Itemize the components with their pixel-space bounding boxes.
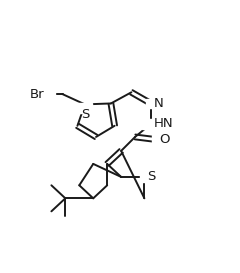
Text: N: N <box>153 97 163 110</box>
Bar <box>33 89 55 99</box>
Text: S: S <box>81 108 89 121</box>
Text: Br: Br <box>29 88 44 101</box>
Bar <box>78 103 92 113</box>
Text: HN: HN <box>153 117 173 130</box>
Bar <box>146 99 160 108</box>
Text: O: O <box>159 133 170 146</box>
Bar <box>140 172 154 182</box>
Text: S: S <box>147 170 155 183</box>
Bar <box>142 119 165 129</box>
Bar <box>152 135 166 145</box>
